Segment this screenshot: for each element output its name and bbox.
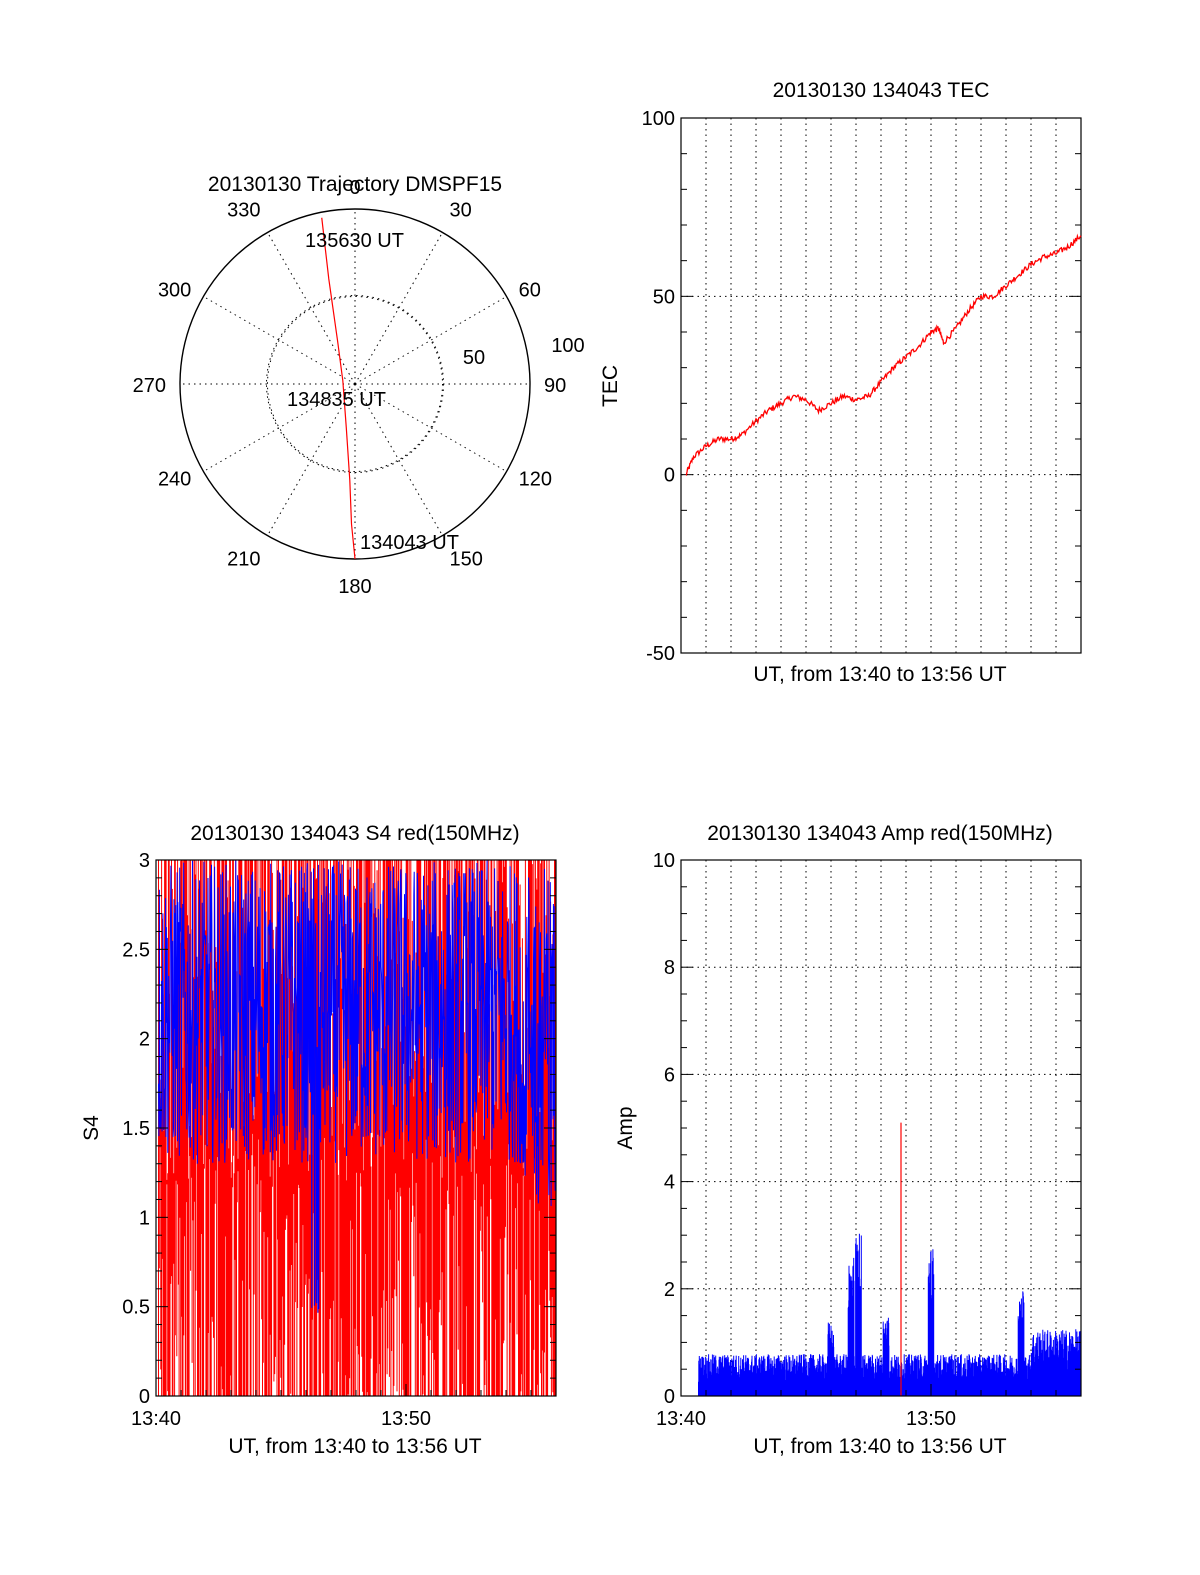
polar-spoke-330 <box>267 232 356 385</box>
x-tick-label: 13:50 <box>381 1408 431 1430</box>
x-tick-label: 13:40 <box>131 1408 181 1430</box>
polar-spoke-60 <box>354 296 507 385</box>
s4-title: 20130130 134043 S4 red(150MHz) <box>190 822 519 845</box>
s4-y-axis-label: S4 <box>80 1115 103 1141</box>
trajectory-track <box>321 217 356 560</box>
polar-angle-label-60: 60 <box>519 280 541 302</box>
amp-x-axis-label: UT, from 13:40 to 13:56 UT <box>753 1435 1006 1458</box>
polar-angle-label-240: 240 <box>158 469 191 491</box>
amp-x-tick-labels: 13:40 13:50 <box>656 1408 956 1430</box>
track-label-start: 134043 UT <box>360 532 459 554</box>
y-tick-label: 0.5 <box>122 1297 150 1319</box>
polar-angle-label-150: 150 <box>450 549 483 571</box>
tec-series-line <box>685 233 1082 477</box>
tec-panel: 20130130 134043 TEC -50 0 50 100 TEC UT, fr… <box>599 79 1082 686</box>
polar-angle-label-30: 30 <box>450 199 472 221</box>
s4-panel: 20130130 134043 S4 red(150MHz) 0 0.5 1 1.5 2… <box>80 822 557 1458</box>
y-tick-label: 8 <box>664 957 675 979</box>
tec-axes-frame <box>680 117 1082 654</box>
x-tick-label: 13:40 <box>656 1408 706 1430</box>
amp-title: 20130130 134043 Amp red(150MHz) <box>707 822 1053 845</box>
y-tick-label: 0 <box>139 1386 150 1408</box>
polar-ring-50 <box>267 296 443 472</box>
y-tick-label: 1 <box>139 1207 150 1229</box>
x-tick-label: 13:50 <box>906 1408 956 1430</box>
trajectory-polar-plot: 20130130 Trajectory DMSPF15 0 30 60 90 120 15… <box>133 173 585 598</box>
tec-ticks <box>681 117 1081 654</box>
amp-grid <box>681 860 1081 1396</box>
y-tick-label: 4 <box>664 1172 675 1194</box>
radius-label-50: 50 <box>463 347 485 369</box>
amp-ticks <box>680 859 1081 1397</box>
track-label-end: 135630 UT <box>305 230 404 252</box>
tec-title: 20130130 134043 TEC <box>773 79 990 102</box>
y-tick-label: 10 <box>653 850 675 872</box>
polar-angle-label-270: 270 <box>133 375 166 397</box>
y-tick-label: 3 <box>139 850 150 872</box>
tec-grid <box>681 118 1081 653</box>
polar-angle-label-0: 0 <box>349 177 360 199</box>
y-tick-label: 2 <box>664 1279 675 1301</box>
y-tick-label: 0 <box>664 1386 675 1408</box>
amp-y-tick-labels: 0 2 4 6 8 10 <box>653 850 675 1408</box>
polar-angle-labels: 0 30 60 90 120 150 180 210 240 270 300 330 <box>133 177 567 598</box>
track-label-mid: 134835 UT <box>287 389 386 411</box>
s4-ticks <box>155 859 556 1397</box>
y-tick-label: 50 <box>653 286 675 308</box>
polar-angle-label-330: 330 <box>227 199 260 221</box>
amp-blue-series <box>698 1233 1081 1396</box>
s4-x-tick-labels: 13:40 13:50 <box>131 1408 431 1430</box>
s4-y-tick-labels: 0 0.5 1 1.5 2 2.5 3 <box>122 850 150 1408</box>
y-tick-label: 2 <box>139 1029 150 1051</box>
tec-y-axis-label: TEC <box>599 365 622 407</box>
polar-angle-label-210: 210 <box>227 549 260 571</box>
y-tick-label: 0 <box>664 465 675 487</box>
y-tick-label: 1.5 <box>122 1118 150 1140</box>
polar-grid <box>180 209 530 559</box>
y-tick-label: 100 <box>642 108 675 130</box>
tec-x-axis-label: UT, from 13:40 to 13:56 UT <box>753 663 1006 686</box>
radius-label-100: 100 <box>551 335 584 357</box>
s4-x-axis-label: UT, from 13:40 to 13:56 UT <box>228 1435 481 1458</box>
polar-angle-label-180: 180 <box>338 576 371 598</box>
s4-blue-series <box>158 860 556 1313</box>
y-tick-label: -50 <box>646 643 675 665</box>
y-tick-label: 2.5 <box>122 939 150 961</box>
amp-y-axis-label: Amp <box>614 1106 637 1149</box>
polar-angle-label-90: 90 <box>544 375 566 397</box>
y-tick-label: 6 <box>664 1064 675 1086</box>
tec-y-tick-labels: -50 0 50 100 <box>642 108 675 665</box>
amp-panel: 20130130 134043 Amp red(150MHz) 0246810 … <box>614 822 1082 1458</box>
polar-angle-label-120: 120 <box>519 469 552 491</box>
polar-angle-label-300: 300 <box>158 280 191 302</box>
trajectory-title: 20130130 Trajectory DMSPF15 <box>208 173 502 196</box>
